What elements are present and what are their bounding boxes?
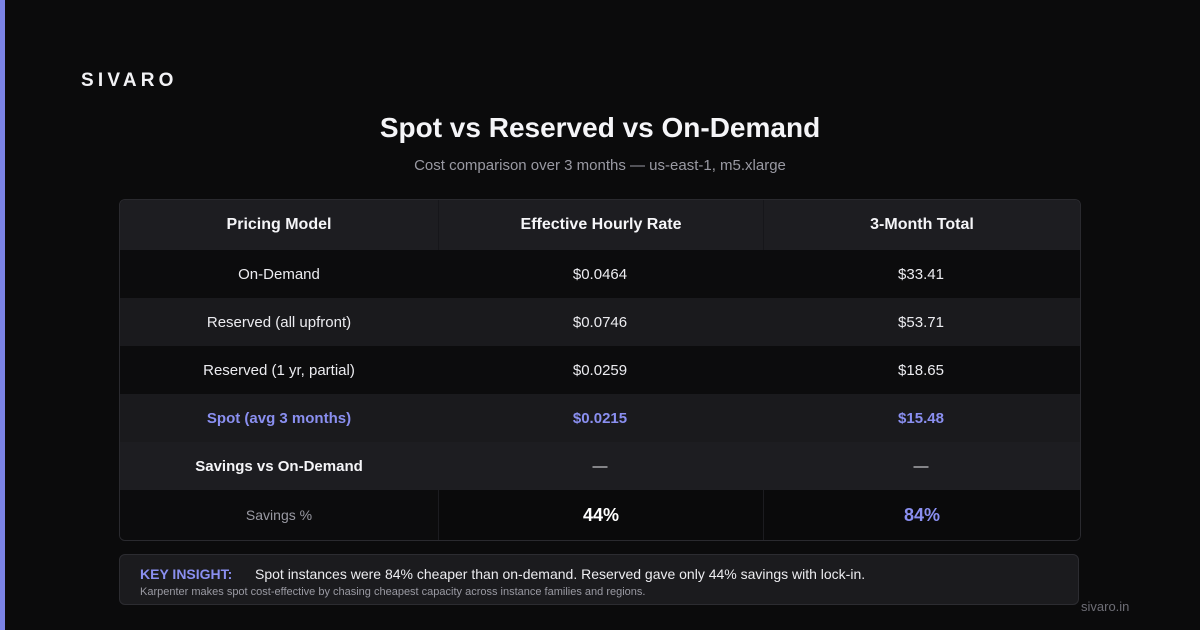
accent-bar bbox=[0, 0, 5, 630]
cell-pricing-model: Reserved (1 yr, partial) bbox=[203, 361, 355, 379]
cell-hourly-rate: $0.0215 bbox=[572, 409, 628, 427]
table-header-row: Pricing Model Effective Hourly Rate 3-Mo… bbox=[120, 200, 1080, 250]
pricing-table: Pricing Model Effective Hourly Rate 3-Mo… bbox=[119, 199, 1081, 541]
cell-pricing-model: On-Demand bbox=[238, 265, 320, 283]
cell-pricing-model: Savings vs On-Demand bbox=[195, 457, 363, 475]
cell-pricing-model: Savings % bbox=[245, 507, 313, 523]
cell-3-month-total: $15.48 bbox=[898, 409, 944, 427]
key-insight-box: KEY INSIGHT: Spot instances were 84% che… bbox=[119, 554, 1079, 605]
insight-note: Karpenter makes spot cost-effective by c… bbox=[140, 586, 646, 598]
header-hourly-rate: Effective Hourly Rate bbox=[438, 200, 763, 250]
page-subtitle: Cost comparison over 3 months — us-east-… bbox=[414, 157, 786, 174]
insight-label: KEY INSIGHT: bbox=[140, 566, 233, 582]
cell-spot-savings-percent: 84% bbox=[763, 490, 1080, 540]
footer-url: sivaro.in bbox=[1081, 599, 1130, 614]
page-title: Spot vs Reserved vs On-Demand bbox=[379, 112, 821, 143]
header-3-month-total: 3-Month Total bbox=[763, 200, 1080, 250]
cell-3-month-total: — bbox=[913, 457, 929, 475]
table-row-savings-percent: Savings % 44% 84% bbox=[120, 490, 1080, 540]
header-pricing-model: Pricing Model bbox=[226, 216, 332, 233]
cell-reserved-savings-percent: 44% bbox=[438, 490, 763, 540]
cell-hourly-rate: $0.0746 bbox=[572, 313, 628, 331]
cell-pricing-model: Spot (avg 3 months) bbox=[206, 409, 352, 427]
insight-text: Spot instances were 84% cheaper than on-… bbox=[255, 566, 866, 582]
cell-hourly-rate: $0.0464 bbox=[572, 265, 628, 283]
cell-pricing-model: Reserved (all upfront) bbox=[206, 313, 352, 331]
table-row: Reserved (all upfront) $0.0746 $53.71 bbox=[120, 298, 1080, 346]
table-row-savings: Savings vs On-Demand — — bbox=[120, 442, 1080, 490]
cell-3-month-total: $53.71 bbox=[898, 313, 944, 331]
cell-hourly-rate: — bbox=[592, 457, 608, 475]
brand-logo: SIVARO bbox=[81, 70, 178, 91]
cell-3-month-total: $18.65 bbox=[898, 361, 944, 379]
cell-3-month-total: $33.41 bbox=[898, 265, 944, 283]
table-row-spot: Spot (avg 3 months) $0.0215 $15.48 bbox=[120, 394, 1080, 442]
table-row: Reserved (1 yr, partial) $0.0259 $18.65 bbox=[120, 346, 1080, 394]
table-row: On-Demand $0.0464 $33.41 bbox=[120, 250, 1080, 298]
cell-hourly-rate: $0.0259 bbox=[572, 361, 628, 379]
